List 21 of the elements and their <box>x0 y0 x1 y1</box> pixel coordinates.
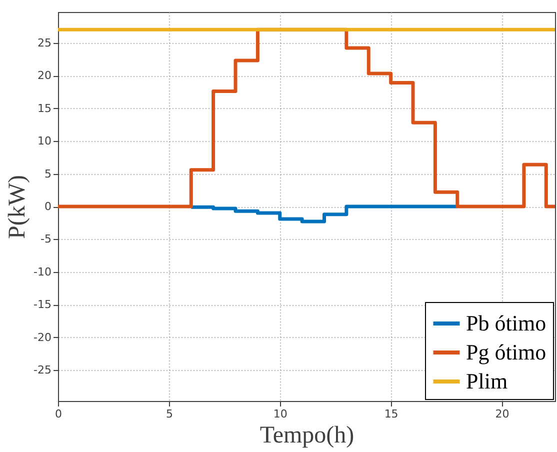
y-tick-label: 25 <box>38 36 52 50</box>
legend-label: Plim <box>466 368 508 394</box>
x-tick-label: 5 <box>166 408 173 420</box>
legend-label: Pg ótimo <box>466 340 546 364</box>
x-tick-label: 10 <box>273 408 288 420</box>
x-tick-label: 20 <box>495 408 510 420</box>
x-tick-label: 0 <box>55 408 62 420</box>
y-tick-label: 0 <box>44 200 52 213</box>
y-tick-label: -15 <box>34 298 52 312</box>
x-tick-label: 15 <box>384 408 398 420</box>
x-axis-title: Tempo(h) <box>260 422 354 448</box>
y-tick-label: 5 <box>44 167 52 180</box>
y-tick-label: -10 <box>34 265 52 278</box>
y-tick-label: -25 <box>34 364 52 377</box>
y-tick-label: -5 <box>40 232 52 246</box>
legend-label: Pb ótimo <box>466 310 546 336</box>
y-tick-label: 20 <box>38 69 52 82</box>
y-tick-label: 10 <box>38 134 52 148</box>
y-tick-label: -20 <box>34 330 52 344</box>
y-tick-label: 15 <box>38 102 52 115</box>
y-axis-title: P(kW) <box>4 175 31 239</box>
